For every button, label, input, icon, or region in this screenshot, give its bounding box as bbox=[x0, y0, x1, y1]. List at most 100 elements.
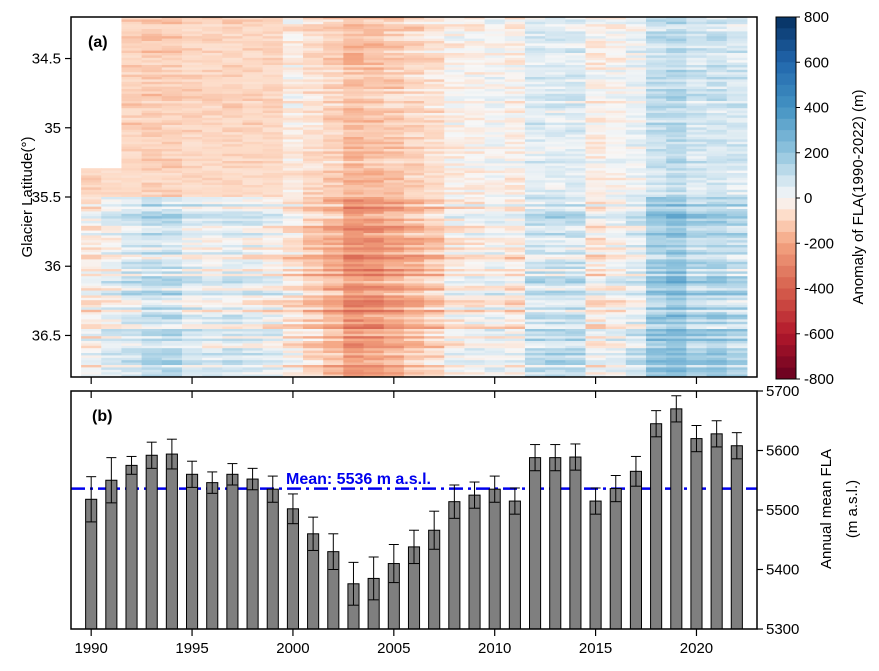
heatmap-cell bbox=[666, 189, 687, 193]
heatmap-cell bbox=[202, 362, 223, 366]
heatmap-cell bbox=[545, 249, 566, 253]
heatmap-cell bbox=[504, 360, 526, 363]
heatmap-cell bbox=[323, 149, 344, 152]
heatmap-cell bbox=[666, 211, 687, 215]
heatmap-cell bbox=[282, 209, 304, 212]
heatmap-cell bbox=[242, 77, 264, 80]
heatmap-cell bbox=[222, 209, 243, 212]
heatmap-cell bbox=[121, 60, 143, 63]
heatmap-cell bbox=[242, 266, 264, 270]
heatmap-cell bbox=[484, 189, 506, 193]
heatmap-cell bbox=[706, 156, 728, 159]
heatmap-cell bbox=[726, 113, 748, 116]
heatmap-cell bbox=[625, 369, 647, 373]
colorbar-tick-label: -400 bbox=[804, 281, 834, 298]
heatmap-cell bbox=[605, 180, 627, 183]
heatmap-cell bbox=[202, 65, 223, 68]
colorbar-step bbox=[776, 288, 796, 301]
heatmap-cell bbox=[101, 343, 122, 347]
heatmap-cell bbox=[726, 343, 748, 347]
heatmap-cell bbox=[545, 117, 566, 121]
colorbar-step bbox=[776, 50, 796, 63]
heatmap-cell bbox=[625, 72, 647, 75]
heatmap-cell bbox=[161, 194, 183, 198]
heatmap-cell bbox=[202, 302, 223, 306]
heatmap-cell bbox=[484, 146, 506, 150]
heatmap-cell bbox=[343, 134, 365, 138]
heatmap-cell bbox=[403, 122, 425, 126]
heatmap-cell bbox=[81, 343, 102, 347]
heatmap-cell bbox=[504, 216, 526, 219]
heatmap-cell bbox=[726, 283, 748, 287]
heatmap-cell bbox=[222, 333, 243, 337]
heatmap-cell bbox=[101, 329, 122, 332]
heatmap-cell bbox=[282, 369, 304, 373]
heatmap-cell bbox=[504, 242, 526, 246]
heatmap-cell bbox=[242, 209, 264, 212]
heatmap-cell bbox=[222, 21, 243, 25]
heatmap-cell bbox=[262, 348, 284, 351]
heatmap-cell bbox=[686, 312, 708, 315]
heatmap-cell bbox=[303, 129, 324, 133]
heatmap-cell bbox=[484, 271, 506, 275]
heatmap-cell bbox=[646, 233, 667, 236]
heatmap-cell bbox=[181, 189, 203, 193]
heatmap-cell bbox=[343, 192, 365, 195]
heatmap-cell bbox=[605, 146, 627, 150]
colorbar-step bbox=[776, 356, 796, 369]
heatmap-cell bbox=[121, 134, 143, 138]
heatmap-cell bbox=[363, 290, 385, 294]
heatmap-cell bbox=[282, 129, 304, 133]
heatmap-cell bbox=[403, 19, 425, 23]
heatmap-cell bbox=[726, 115, 748, 119]
heatmap-cell bbox=[282, 281, 304, 284]
heatmap-cell bbox=[101, 353, 122, 356]
heatmap-cell bbox=[242, 247, 264, 251]
heatmap-cell bbox=[504, 259, 526, 263]
heatmap-cell bbox=[262, 309, 284, 313]
heatmap-cell bbox=[504, 300, 526, 303]
heatmap-cell bbox=[726, 312, 748, 315]
heatmap-cell bbox=[686, 53, 708, 56]
heatmap-cell bbox=[625, 341, 647, 344]
heatmap-cell bbox=[524, 48, 546, 51]
heatmap-cell bbox=[343, 139, 365, 143]
heatmap-cell bbox=[303, 367, 324, 371]
heatmap-cell bbox=[444, 336, 465, 339]
heatmap-cell bbox=[242, 261, 264, 265]
heatmap-cell bbox=[181, 43, 203, 47]
heatmap-cell bbox=[403, 261, 425, 265]
heatmap-cell bbox=[605, 288, 627, 291]
heatmap-cell bbox=[323, 41, 344, 44]
heatmap-cell bbox=[222, 321, 243, 325]
heatmap-cell bbox=[625, 319, 647, 323]
heatmap-cell bbox=[646, 33, 667, 37]
heatmap-cell bbox=[303, 84, 324, 87]
heatmap-cell bbox=[646, 290, 667, 294]
heatmap-cell bbox=[726, 48, 748, 51]
heatmap-cell bbox=[363, 213, 385, 217]
heatmap-cell bbox=[403, 36, 425, 39]
heatmap-cell bbox=[726, 228, 748, 231]
heatmap-cell bbox=[444, 86, 465, 90]
heatmap-cell bbox=[383, 242, 405, 246]
heatmap-cell bbox=[706, 269, 728, 272]
heatmap-cell bbox=[323, 285, 344, 289]
heatmap-cell bbox=[444, 297, 465, 301]
heatmap-cell bbox=[101, 168, 122, 171]
heatmap-cell bbox=[343, 79, 365, 83]
heatmap-cell bbox=[484, 141, 506, 145]
heatmap-cell bbox=[726, 309, 748, 313]
heatmap-cell bbox=[383, 314, 405, 318]
heatmap-cell bbox=[262, 170, 284, 174]
heatmap-cell bbox=[343, 185, 365, 188]
heatmap-cell bbox=[545, 312, 566, 315]
heatmap-cell bbox=[686, 19, 708, 23]
heatmap-cell bbox=[666, 141, 687, 145]
heatmap-cell bbox=[504, 341, 526, 344]
heatmap-cell bbox=[605, 17, 627, 20]
heatmap-cell bbox=[181, 317, 203, 320]
heatmap-cell bbox=[565, 168, 586, 171]
heatmap-cell bbox=[424, 197, 445, 200]
heatmap-cell bbox=[464, 110, 486, 114]
